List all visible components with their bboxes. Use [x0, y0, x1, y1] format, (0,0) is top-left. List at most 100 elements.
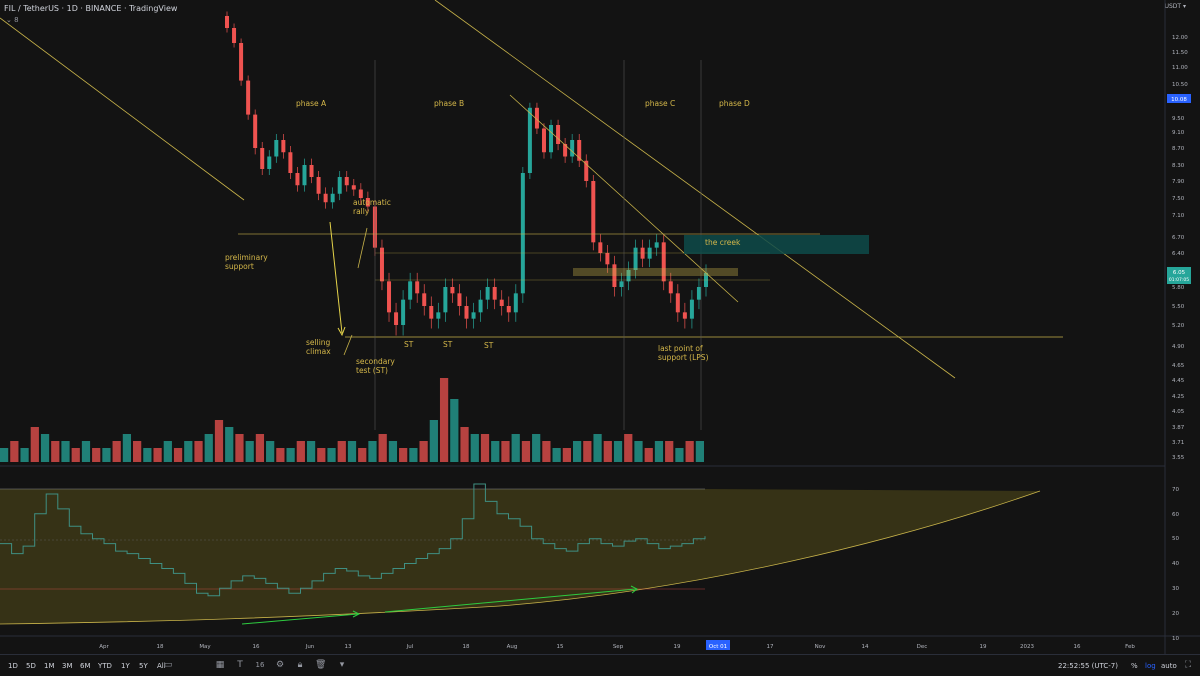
candle-body	[246, 80, 251, 115]
selling-climax-label: selling	[306, 338, 331, 347]
price-marker-badge	[1167, 94, 1191, 103]
candle-body	[457, 293, 462, 306]
price-tick-label: 7.10	[1172, 213, 1185, 219]
drawing-tools-icon[interactable]: ▦	[215, 660, 225, 670]
candle-body	[527, 107, 532, 173]
time-tick-label: 19	[980, 644, 987, 650]
currency-label[interactable]: USDT ▾	[1164, 3, 1186, 10]
trash-icon[interactable]: 🗑︎	[315, 660, 327, 670]
volume-bar	[593, 434, 602, 462]
st-label: ST	[443, 340, 453, 349]
volume-bar	[204, 434, 213, 462]
candle-body	[387, 281, 392, 313]
timeframe-1d[interactable]: 1D	[8, 662, 18, 670]
volume-bar	[542, 441, 551, 462]
current-price-countdown: 01:07:05	[1169, 277, 1189, 283]
indicator-count: 8	[14, 16, 19, 24]
candle-body	[464, 306, 469, 319]
volume-bar	[225, 427, 234, 462]
volume-bar	[30, 427, 39, 462]
fullscreen-icon[interactable]: ⛶	[1184, 660, 1192, 670]
candle-body	[358, 189, 363, 198]
time-tick-label: Feb	[1125, 644, 1135, 650]
volume-bar	[450, 399, 459, 462]
volume-bar	[491, 441, 500, 462]
price-tick-label: 5.20	[1172, 323, 1185, 329]
volume-bar	[40, 434, 50, 462]
candle-body	[549, 125, 554, 153]
volume-bar	[552, 448, 561, 462]
volume-bar	[235, 434, 244, 462]
oscillator-tick-label: 20	[1172, 611, 1179, 617]
time-tick-label: 15	[557, 644, 564, 650]
time-tick-label: 13	[345, 644, 352, 650]
volume-bar	[665, 441, 674, 462]
time-tick-label: Jul	[406, 644, 414, 650]
divergence-arrow-2	[384, 588, 637, 613]
indicator-toggle[interactable]: ⌄ 8	[6, 16, 19, 24]
timeframe-5d[interactable]: 5D	[26, 662, 36, 670]
volume-bar	[439, 378, 449, 462]
gear-icon[interactable]: ⚙	[275, 660, 285, 670]
secondary-test-label: test (ST)	[356, 366, 388, 375]
volume-bar	[368, 441, 377, 462]
time-tick-label: 18	[157, 644, 164, 650]
divergence-arrowhead-2	[630, 585, 638, 594]
candle-body	[591, 181, 596, 243]
volume-bar	[685, 441, 694, 462]
font-size-value[interactable]: 16	[255, 661, 265, 669]
candle-body	[492, 287, 497, 300]
oscillator-line	[0, 483, 706, 597]
time-tick-label: 14	[862, 644, 869, 650]
volume-bar	[143, 448, 152, 462]
price-tick-label: 8.70	[1172, 146, 1185, 152]
candle-body	[682, 312, 687, 319]
more-options-icon[interactable]: ▾	[339, 660, 345, 670]
timeframe-3m[interactable]: 3M	[62, 662, 73, 670]
phase-d-label: phase D	[719, 99, 750, 108]
timeframe-ytd[interactable]: YTD	[98, 662, 112, 670]
candle-body	[436, 312, 441, 319]
time-tick-label: Apr	[99, 644, 109, 650]
chart-canvas[interactable]: 12.00 11.50 11.00 10.50 9.50 9.10 8.70 8.30 7.90…	[0, 0, 1200, 654]
volume-bar	[71, 448, 80, 462]
candle-body	[605, 253, 610, 265]
automatic-rally-label: automatic	[353, 198, 391, 207]
log-toggle[interactable]: log	[1145, 662, 1156, 670]
timeframe-1m[interactable]: 1M	[44, 662, 55, 670]
timeframe-1y[interactable]: 1Y	[121, 662, 130, 670]
candle-body	[689, 299, 694, 319]
candle-body	[619, 281, 624, 287]
candle-body	[450, 287, 455, 294]
secondary-test-label: secondary	[356, 357, 395, 366]
clock: 22:52:55 (UTC-7)	[1058, 662, 1118, 670]
auto-toggle[interactable]: auto	[1161, 662, 1177, 670]
timeframe-6m[interactable]: 6M	[80, 662, 91, 670]
lock-icon[interactable]: 🔒︎	[297, 660, 303, 670]
candle-body	[225, 16, 229, 28]
timeframe-all[interactable]: All	[157, 662, 166, 670]
percent-toggle[interactable]: %	[1131, 662, 1138, 670]
volume-bar	[613, 441, 623, 462]
candle-body	[471, 312, 476, 319]
volume-bar	[0, 448, 9, 462]
candle-body	[598, 242, 603, 253]
volume-bar	[572, 441, 582, 462]
candle-body	[556, 125, 561, 144]
selling-climax-arrowhead	[337, 326, 346, 337]
candle-body	[675, 293, 680, 313]
timeframe-5y[interactable]: 5Y	[139, 662, 148, 670]
candle-body	[379, 247, 384, 282]
text-tool-icon[interactable]: T	[237, 660, 243, 670]
candle-body	[563, 144, 568, 157]
bottom-toolbar: 1D 5D 1M 3M 6M YTD 1Y 5Y All ▭ ▦ T 16 ⚙ 🔒︎ 🗑︎ ▾ …	[0, 654, 1200, 676]
time-tick-label: 17	[767, 644, 774, 650]
time-tick-label: Sep	[613, 644, 624, 650]
price-tick-label: 4.45	[1172, 378, 1185, 384]
selling-climax-label: climax	[306, 347, 331, 356]
candle-body	[415, 281, 420, 294]
phase-b-label: phase B	[434, 99, 464, 108]
phase-c-label: phase C	[645, 99, 675, 108]
compare-icon[interactable]: ▭	[163, 660, 173, 670]
volume-bar	[358, 448, 367, 462]
